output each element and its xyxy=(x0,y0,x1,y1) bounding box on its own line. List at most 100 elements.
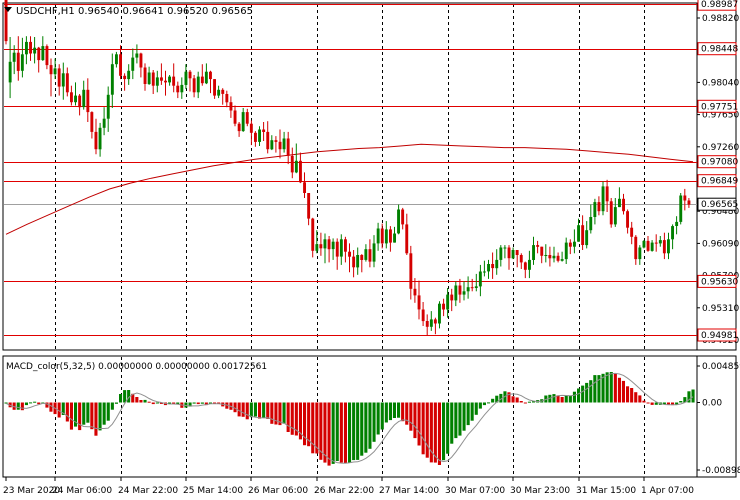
level-price-tag-label: 0.98448 xyxy=(701,45,738,55)
macd-histogram-bar xyxy=(491,398,495,403)
macd-histogram-bar xyxy=(376,402,380,435)
macd-histogram-bar xyxy=(270,402,274,424)
macd-histogram-bar xyxy=(217,402,221,404)
candle-body xyxy=(278,141,282,150)
macd-histogram-bar xyxy=(429,402,433,463)
candle-body xyxy=(593,202,597,217)
candle-body xyxy=(319,244,323,249)
candle-body xyxy=(499,247,503,260)
candle-body xyxy=(368,249,372,262)
candle-body xyxy=(503,247,507,249)
macd-histogram-bar xyxy=(98,402,102,431)
macd-histogram-bar xyxy=(335,402,339,461)
macd-histogram-bar xyxy=(143,399,147,403)
macd-histogram-bar xyxy=(642,400,646,403)
macd-histogram-bar xyxy=(450,402,454,444)
macd-histogram-bar xyxy=(364,402,368,453)
macd-histogram-bar xyxy=(568,396,572,403)
macd-histogram-bar xyxy=(499,393,503,403)
macd-histogram-bar xyxy=(307,402,311,447)
macd-histogram-bar xyxy=(74,402,78,427)
price-tick-label: 0.95310 xyxy=(702,304,739,314)
candle-body xyxy=(225,94,229,103)
price-tick-label: 0.96480 xyxy=(702,207,739,217)
candle-body xyxy=(380,228,384,244)
candle-body xyxy=(74,95,77,103)
macd-histogram-bar xyxy=(417,402,421,446)
candle-body xyxy=(532,245,535,260)
candle-body xyxy=(196,76,200,93)
candle-body xyxy=(327,239,331,250)
candle-body xyxy=(127,70,131,80)
candle-body xyxy=(254,132,257,142)
candle-body xyxy=(135,53,139,58)
macd-histogram-bar xyxy=(523,402,527,404)
candle-body xyxy=(200,76,204,84)
candle-body xyxy=(290,155,294,173)
candle-body xyxy=(164,80,167,83)
macd-histogram-bar xyxy=(319,402,323,460)
macd-histogram-bar xyxy=(282,402,286,424)
candle-body xyxy=(315,244,319,251)
macd-histogram-bar xyxy=(462,402,466,431)
candle-body xyxy=(8,61,12,83)
candle-body xyxy=(33,47,37,54)
macd-histogram-bar xyxy=(188,402,192,407)
macd-histogram-bar xyxy=(82,402,86,425)
candle-body xyxy=(519,255,523,263)
macd-histogram-bar xyxy=(225,402,229,409)
candle-body xyxy=(299,160,302,183)
macd-histogram-bar xyxy=(352,402,356,461)
macd-histogram-bar xyxy=(57,402,61,418)
macd-histogram-bar xyxy=(433,402,437,463)
candle-body xyxy=(221,89,225,94)
macd-tick-label: 0.0048595 xyxy=(702,362,740,372)
time-tick-label: 31 Mar 15:00 xyxy=(576,486,636,496)
candle-body xyxy=(25,41,28,55)
candle-body xyxy=(344,239,347,252)
level-price-tag-label: 0.96849 xyxy=(701,177,738,187)
candle-body xyxy=(626,211,629,228)
macd-histogram-bar xyxy=(687,391,691,403)
collapse-arrow-icon[interactable] xyxy=(4,7,12,12)
level-price-tag-label: 0.98987 xyxy=(701,0,738,10)
macd-histogram-bar xyxy=(294,402,298,436)
candle-body xyxy=(119,54,122,76)
candle-body xyxy=(360,255,364,260)
current-price-tag xyxy=(697,197,737,211)
macd-histogram-bar xyxy=(564,396,568,403)
macd-histogram-bar xyxy=(572,391,576,403)
candle-body xyxy=(511,250,515,259)
macd-histogram-bar xyxy=(650,402,654,405)
macd-histogram-bar xyxy=(507,392,511,403)
macd-histogram-bar xyxy=(172,402,176,405)
macd-histogram-bar xyxy=(298,402,302,440)
macd-histogram-bar xyxy=(654,402,658,405)
macd-histogram-bar xyxy=(470,402,474,421)
candle-body xyxy=(217,89,221,96)
candle-body xyxy=(303,182,306,193)
macd-histogram-bar xyxy=(634,392,638,403)
candle-body xyxy=(466,287,470,292)
candle-body xyxy=(311,218,315,251)
candle-body xyxy=(491,264,495,269)
candle-body xyxy=(45,46,49,66)
candle-body xyxy=(143,67,147,84)
candle-body xyxy=(646,240,650,251)
candle-body xyxy=(266,131,270,150)
time-tick-label: 1 Apr 07:00 xyxy=(641,486,694,496)
macd-tick-label: -0.0089899 xyxy=(702,466,740,476)
price-tick-label: 0.97260 xyxy=(702,143,739,153)
time-tick-label: 25 Mar 14:00 xyxy=(183,486,243,496)
macd-histogram-bar xyxy=(577,388,581,403)
macd-histogram-bar xyxy=(343,402,347,464)
candle-body xyxy=(589,217,593,231)
candle-body xyxy=(78,95,82,108)
candle-body xyxy=(581,225,585,245)
moving-average-line xyxy=(5,143,694,235)
candle-body xyxy=(20,54,24,71)
macd-histogram-bar xyxy=(12,402,16,410)
macd-pane: 0.0048595 0.00 -0.0089899 xyxy=(2,355,740,478)
candle-body xyxy=(478,271,482,287)
